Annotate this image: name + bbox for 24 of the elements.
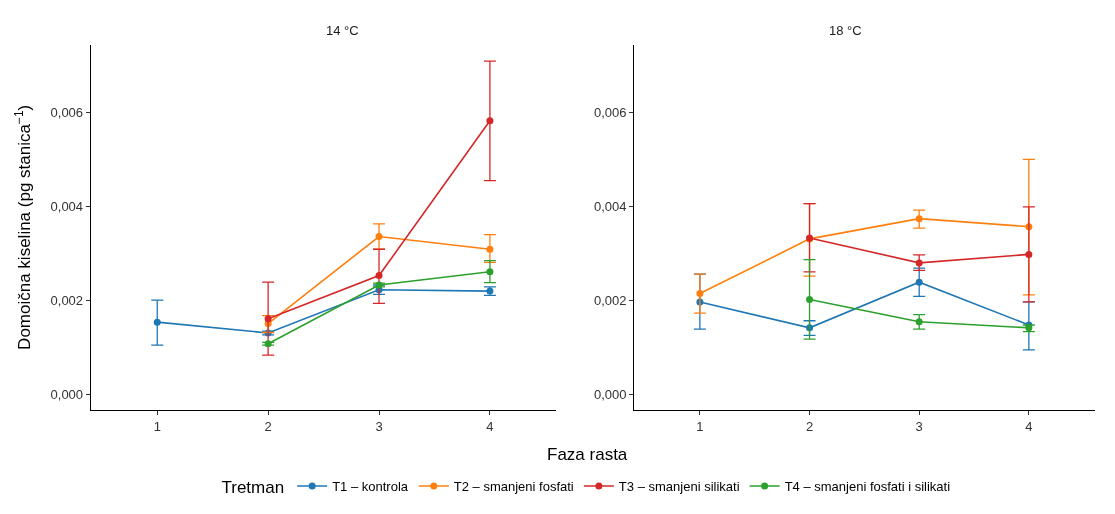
y-tick-label: 0,000 bbox=[50, 387, 84, 403]
x-tick-label: 4 bbox=[1025, 418, 1033, 434]
legend-label: T2 – smanjeni fosfati bbox=[453, 479, 574, 495]
x-tick-label: 1 bbox=[153, 418, 161, 434]
y-tick-label: 0,002 bbox=[593, 293, 627, 309]
chart-title: 14 °C bbox=[326, 23, 359, 38]
legend-title: Tretman bbox=[221, 478, 285, 498]
y-tick-label: 0,004 bbox=[593, 198, 627, 214]
y-tick-label: 0,002 bbox=[50, 293, 84, 309]
y-tick-label: 0,006 bbox=[50, 104, 84, 120]
legend-label: T3 – smanjeni silikati bbox=[618, 479, 740, 495]
y-tick-label: 0,006 bbox=[593, 104, 627, 120]
x-tick-label: 2 bbox=[264, 418, 272, 434]
chart-title: 18 °C bbox=[829, 23, 862, 38]
legend-label: T4 – smanjeni fosfati i silikati bbox=[784, 479, 951, 495]
legend-label: T1 – kontrola bbox=[332, 479, 409, 495]
x-tick-label: 2 bbox=[805, 418, 814, 434]
x-tick-label: 1 bbox=[696, 418, 704, 434]
x-axis-title: Faza rasta bbox=[547, 445, 628, 464]
x-tick-label: 4 bbox=[486, 418, 494, 434]
y-tick-label: 0,000 bbox=[593, 387, 627, 403]
y-tick-label: 0,004 bbox=[50, 198, 84, 214]
x-tick-label: 3 bbox=[375, 418, 383, 434]
x-tick-label: 3 bbox=[915, 418, 923, 434]
